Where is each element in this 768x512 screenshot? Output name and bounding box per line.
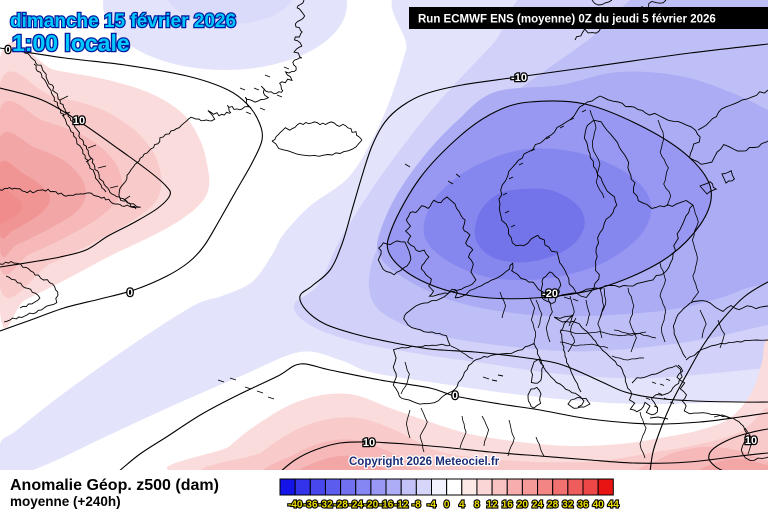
svg-text:32: 32 [562, 500, 574, 511]
svg-text:-16: -16 [379, 500, 394, 511]
svg-text:-40: -40 [288, 500, 303, 511]
svg-text:Run ECMWF ENS (moyenne) 0Z du: Run ECMWF ENS (moyenne) 0Z du jeudi 5 fé… [418, 14, 716, 26]
svg-text:-32: -32 [318, 500, 333, 511]
svg-text:40: 40 [593, 500, 605, 511]
svg-text:24: 24 [532, 500, 544, 511]
svg-text:4: 4 [459, 500, 465, 511]
svg-text:20: 20 [517, 500, 529, 511]
svg-text:36: 36 [577, 500, 589, 511]
svg-text:44: 44 [608, 500, 620, 511]
svg-text:1:00 locale: 1:00 locale [12, 30, 130, 56]
svg-text:-20: -20 [542, 288, 558, 300]
svg-text:Anomalie Géop. z500 (dam): Anomalie Géop. z500 (dam) [10, 477, 219, 494]
svg-text:-12: -12 [394, 500, 409, 511]
svg-text:8: 8 [474, 500, 480, 511]
svg-text:0: 0 [444, 500, 450, 511]
svg-text:28: 28 [547, 500, 559, 511]
svg-text:-28: -28 [333, 500, 348, 511]
svg-text:10: 10 [745, 435, 757, 447]
svg-text:10: 10 [363, 437, 375, 449]
svg-text:-24: -24 [349, 500, 364, 511]
svg-text:Copyright 2026 Meteociel.fr: Copyright 2026 Meteociel.fr [349, 456, 500, 468]
svg-text:0: 0 [127, 287, 133, 299]
svg-text:16: 16 [502, 500, 514, 511]
svg-text:12: 12 [487, 500, 499, 511]
svg-text:-4: -4 [427, 500, 436, 511]
svg-text:-8: -8 [412, 500, 421, 511]
svg-text:moyenne (+240h): moyenne (+240h) [10, 494, 121, 509]
svg-text:-36: -36 [303, 500, 318, 511]
svg-text:0: 0 [452, 390, 458, 402]
svg-text:dimanche 15 février 2026: dimanche 15 février 2026 [10, 11, 236, 32]
svg-text:0: 0 [5, 45, 11, 56]
svg-text:-20: -20 [364, 500, 379, 511]
svg-text:10: 10 [73, 115, 85, 127]
svg-text:-10: -10 [511, 72, 527, 84]
